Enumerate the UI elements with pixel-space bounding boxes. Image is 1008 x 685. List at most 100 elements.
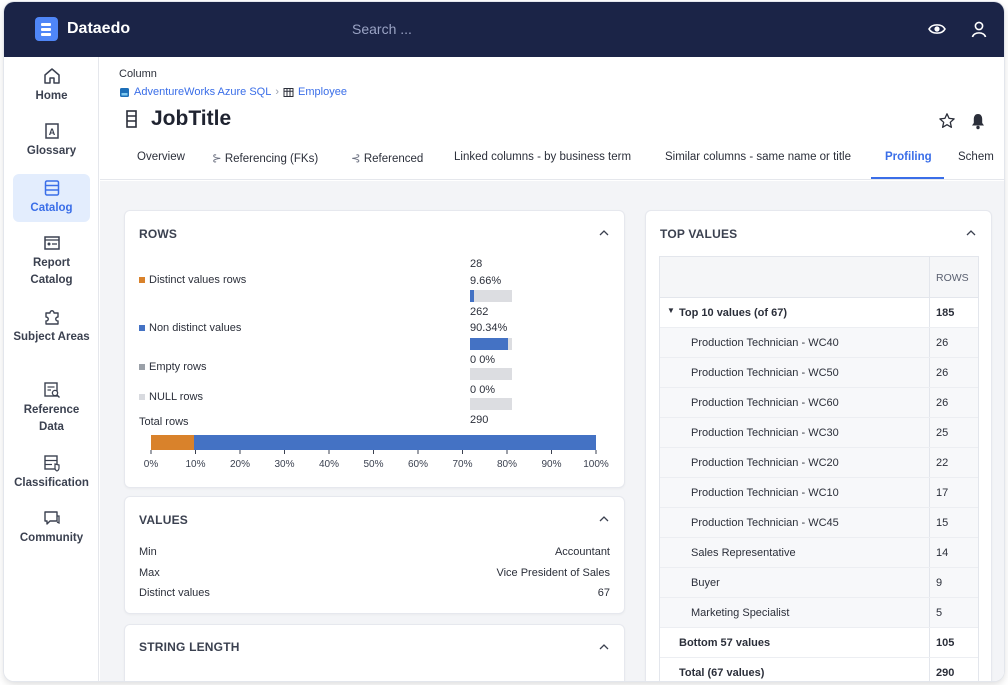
collapse-chevron-icon[interactable] [965, 227, 977, 239]
breadcrumb-table-link[interactable]: Employee [298, 86, 347, 98]
app-name: Dataedo [67, 20, 131, 37]
axis-tick-label: 10% [185, 459, 205, 470]
row-value: 22 [929, 448, 979, 477]
values-card: VALUES Min Accountant Max Vice President o… [124, 496, 625, 614]
chat-icon [43, 511, 60, 525]
table-row: Production Technician - WC50 26 [660, 358, 978, 388]
tab-referenced[interactable]: ⊰ Referenced [351, 151, 423, 165]
kv-label: Max [139, 567, 160, 579]
row-name: Production Technician - WC20 [691, 457, 839, 469]
legend-swatch [139, 277, 145, 283]
tab-profiling[interactable]: Profiling [885, 151, 932, 163]
breadcrumb-database-link[interactable]: AdventureWorks Azure SQL [134, 86, 272, 98]
tab-schema[interactable]: Schem [958, 151, 994, 163]
mini-bar-fill [470, 338, 508, 350]
top-values-table: ROWS ▼ Top 10 values (of 67) 185 Product… [659, 256, 979, 681]
label-text: Distinct values rows [149, 274, 247, 286]
sidebar-item-community[interactable]: Community [13, 508, 90, 548]
search-input[interactable]: Search ... [352, 21, 412, 37]
logo[interactable]: Dataedo [35, 17, 130, 41]
stack-segment-distinct [151, 435, 194, 450]
row-value: 14 [929, 538, 979, 567]
axis-tick-label: 40% [319, 459, 339, 470]
sidebar-item-home[interactable]: Home [13, 66, 90, 114]
fk-out-icon: ⊱ [212, 153, 225, 165]
distinct-rows-count: 28 [470, 258, 483, 270]
count-text: 0 [470, 384, 477, 396]
collapse-chevron-icon[interactable] [598, 641, 610, 653]
classification-icon [43, 455, 60, 472]
row-name: Sales Representative [691, 547, 796, 559]
column-icon [126, 110, 137, 128]
table-row: Production Technician - WC30 25 [660, 418, 978, 448]
collapse-chevron-icon[interactable] [598, 227, 610, 239]
glossary-icon: A [44, 123, 59, 139]
table-header: ROWS [660, 257, 978, 298]
app-window: Dataedo Search ... Home A Glossary Catal… [4, 2, 1004, 681]
distinct-values-row: Distinct values 67 [139, 587, 610, 599]
database-icon [120, 87, 129, 97]
svg-text:A: A [48, 127, 55, 137]
null-rows-count: 0 0% [470, 384, 495, 396]
label-text: Non distinct values [149, 322, 242, 334]
tab-linked-columns[interactable]: Linked columns - by business term [454, 151, 632, 163]
non-distinct-bar [470, 338, 512, 350]
row-name: Buyer [691, 577, 720, 589]
sidebar-item-reference-data[interactable]: Reference Data [13, 380, 90, 438]
empty-rows-label: Empty rows [139, 361, 206, 373]
sidebar-item-report-catalog[interactable]: Report Catalog [13, 233, 90, 291]
row-value: 26 [929, 388, 979, 417]
sidebar-item-label: Home [35, 90, 68, 102]
axis-tick-label: 70% [452, 459, 472, 470]
tab-similar-columns[interactable]: Similar columns - same name or title [665, 151, 851, 163]
tab-overview[interactable]: Overview [137, 151, 185, 163]
caret-down-icon[interactable]: ▼ [667, 306, 675, 315]
top-values-title: TOP VALUES [660, 227, 738, 241]
eye-icon[interactable] [927, 19, 947, 39]
row-name: Production Technician - WC10 [691, 487, 839, 499]
sidebar-item-label: Report Catalog [30, 257, 73, 286]
table-icon [283, 87, 294, 97]
rows-column-header: ROWS [929, 257, 979, 298]
row-value: 105 [929, 628, 979, 657]
bell-icon[interactable] [970, 112, 986, 130]
row-value: 290 [929, 658, 979, 681]
tab-referencing[interactable]: ⊱ Referencing (FKs) [212, 151, 318, 165]
catalog-icon [44, 180, 59, 196]
row-name: Production Technician - WC40 [691, 337, 839, 349]
sidebar-item-classification[interactable]: Classification [13, 453, 90, 493]
legend-swatch [139, 394, 145, 400]
reference-data-icon [43, 382, 60, 398]
sidebar-item-label: Subject Areas [13, 331, 90, 343]
rows-card-title: ROWS [139, 227, 178, 241]
string-length-title: STRING LENGTH [139, 640, 240, 654]
total-rows-stacked-chart: 0% 10% 20% 30% 40% 50% 60% 70% 80% 90% 100% [144, 435, 609, 470]
breadcrumb-separator-icon: › [275, 86, 280, 98]
table-row: Production Technician - WC20 22 [660, 448, 978, 478]
legend-swatch [139, 364, 145, 370]
row-name: Total (67 values) [679, 667, 765, 679]
sidebar-item-label: Glossary [26, 145, 77, 157]
top10-group-row[interactable]: ▼ Top 10 values (of 67) 185 [660, 298, 978, 328]
kv-value: Vice President of Sales [496, 567, 610, 579]
row-name: Bottom 57 values [679, 637, 771, 649]
top-bar: Dataedo Search ... [4, 2, 1004, 57]
user-icon[interactable] [969, 19, 989, 39]
row-value: 185 [929, 298, 979, 327]
star-icon[interactable] [938, 112, 956, 130]
row-value: 26 [929, 358, 979, 387]
home-icon [43, 68, 60, 84]
row-name: Production Technician - WC30 [691, 427, 839, 439]
rows-card: ROWS Distinct values rows 28 9.66% Non d… [124, 210, 625, 488]
top-values-card: TOP VALUES ROWS ▼ Top 10 values (of 67) … [645, 210, 992, 681]
non-distinct-pct: 90.34% [470, 322, 508, 334]
main-content: Column AdventureWorks Azure SQL › Employ… [100, 57, 1004, 681]
profiling-content: ROWS Distinct values rows 28 9.66% Non d… [100, 181, 1004, 681]
sidebar-item-catalog[interactable]: Catalog [13, 174, 90, 222]
distinct-rows-label: Distinct values rows [139, 274, 246, 286]
max-row: Max Vice President of Sales [139, 567, 610, 579]
sidebar-item-glossary[interactable]: A Glossary [13, 121, 90, 169]
null-rows-bar [470, 398, 512, 410]
sidebar-item-subject-areas[interactable]: Subject Areas [13, 307, 90, 365]
collapse-chevron-icon[interactable] [598, 513, 610, 525]
